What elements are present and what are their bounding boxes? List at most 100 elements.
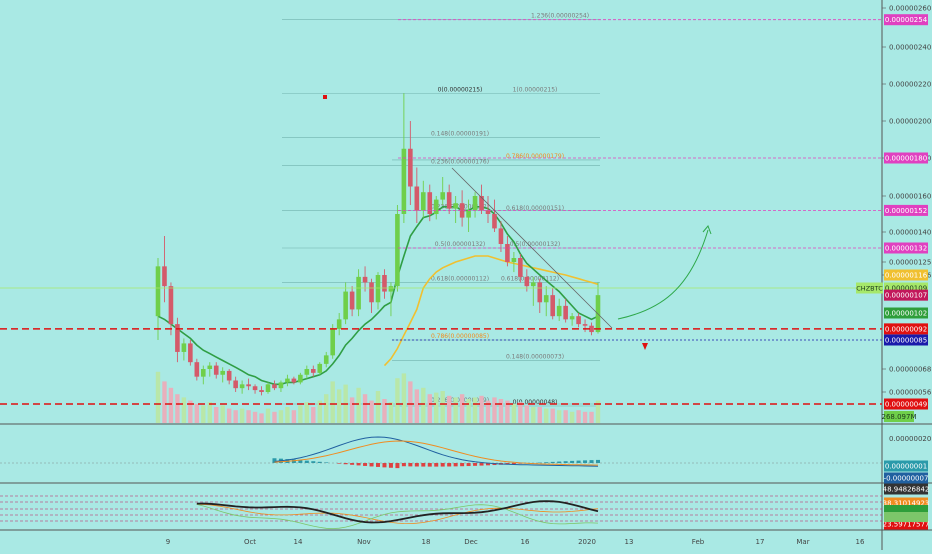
volume-bar xyxy=(589,412,593,423)
candle-body xyxy=(272,384,277,388)
macd-histogram-bar xyxy=(305,461,309,463)
macd-histogram-bar xyxy=(460,463,464,466)
volume-bar xyxy=(434,393,438,423)
volume-bar xyxy=(233,410,237,423)
candle-body xyxy=(376,275,381,302)
macd-histogram-bar xyxy=(564,461,568,463)
macd-histogram-bar xyxy=(311,461,315,463)
price-tick-label: 0.00000220 xyxy=(889,81,931,89)
fib-label: 0.618(0.00000112) xyxy=(431,275,489,282)
volume-bar xyxy=(583,412,587,423)
candle-body xyxy=(363,277,368,283)
volume-bar xyxy=(499,399,503,423)
volume-bar xyxy=(576,410,580,423)
candle-body xyxy=(337,319,342,329)
price-badge-label: 0.00000085 xyxy=(885,337,927,345)
macd-histogram-bar xyxy=(473,463,477,466)
volume-bar xyxy=(441,391,445,423)
volume-bar xyxy=(538,407,542,423)
time-tick-label: 18 xyxy=(422,538,431,546)
price-tick-label: 0.00000125 xyxy=(889,259,931,267)
candle-body xyxy=(259,390,264,392)
candle-body xyxy=(382,275,387,292)
candle-body xyxy=(453,203,458,208)
volume-bar xyxy=(305,402,309,423)
candle-body xyxy=(421,192,426,210)
fib-label: 0.786(0.00000085) xyxy=(431,333,489,340)
candle-body xyxy=(356,277,361,310)
candle-body xyxy=(531,282,536,286)
volume-bar xyxy=(227,409,231,423)
candle-body xyxy=(434,200,439,214)
candle-body xyxy=(279,382,284,388)
macd-histogram-bar xyxy=(577,461,581,463)
volume-bar xyxy=(466,399,470,423)
macd-badge-label: -0.00000007 xyxy=(884,475,929,483)
candle-body xyxy=(311,369,316,373)
candle-body xyxy=(473,196,478,210)
fib-label: 0(0.00000215) xyxy=(438,86,483,93)
candle-body xyxy=(298,375,303,383)
macd-histogram-bar xyxy=(480,463,484,466)
macd-histogram-bar xyxy=(441,463,445,467)
candle-body xyxy=(395,214,400,286)
macd-histogram-bar xyxy=(402,463,406,466)
time-tick-label: Feb xyxy=(692,538,705,546)
candle-body xyxy=(233,381,238,389)
candle-body xyxy=(544,295,549,302)
candle-body xyxy=(214,366,219,375)
macd-histogram-bar xyxy=(454,463,458,466)
macd-histogram-bar xyxy=(557,462,561,463)
price-badge-label: 0.00000254 xyxy=(885,16,928,24)
volume-bar xyxy=(350,397,354,423)
candle-body xyxy=(156,266,161,316)
volume-bar xyxy=(221,405,225,423)
macd-histogram-bar xyxy=(421,463,425,467)
volume-bar xyxy=(169,388,173,423)
candle-body xyxy=(492,214,497,228)
candle-body xyxy=(162,266,167,286)
macd-histogram-bar xyxy=(596,460,600,463)
time-tick-label: Dec xyxy=(464,538,478,546)
candle-body xyxy=(576,316,581,324)
fib-label: 0.5(0.00000132) xyxy=(435,241,486,248)
macd-histogram-bar xyxy=(376,463,380,467)
candle-body xyxy=(220,371,225,375)
macd-histogram-bar xyxy=(382,463,386,467)
volume-bar xyxy=(428,394,432,423)
price-badge-label: 0.00000049 xyxy=(885,401,927,409)
rsi-badge xyxy=(884,512,928,522)
candle-body xyxy=(305,369,310,375)
volume-bar xyxy=(175,394,179,423)
candle-body xyxy=(246,384,251,386)
price-tick-label: 0.00000160 xyxy=(889,193,931,201)
price-badge-label: 0.00000107 xyxy=(885,292,927,300)
macd-histogram-bar xyxy=(363,463,367,466)
volume-bar xyxy=(557,410,561,423)
candle-body xyxy=(557,306,562,316)
volume-bar xyxy=(266,409,270,423)
candle-body xyxy=(563,306,568,319)
time-tick-label: 16 xyxy=(856,538,865,546)
macd-histogram-bar xyxy=(389,463,393,468)
price-tick-label: 0.00000140 xyxy=(889,229,931,237)
price-tick-label: 0.00000260 xyxy=(889,5,931,13)
time-tick-label: 2020 xyxy=(578,538,596,546)
candle-body xyxy=(324,355,329,364)
macd-tick-label: 0.00000020 xyxy=(889,435,931,443)
volume-bar xyxy=(337,389,341,423)
candle-body xyxy=(253,386,258,390)
volume-bar xyxy=(363,394,367,423)
volume-bar xyxy=(324,394,328,423)
volume-bar xyxy=(246,410,250,423)
candle-body xyxy=(285,379,290,383)
time-tick-label: 14 xyxy=(294,538,303,546)
volume-bar xyxy=(544,409,548,423)
volume-bar xyxy=(402,373,406,423)
volume-bar xyxy=(253,412,257,423)
symbol-label: CHZBTC xyxy=(856,285,883,293)
candle-body xyxy=(447,192,452,208)
price-tick-label: 0.00000056 xyxy=(889,389,932,397)
volume-bar xyxy=(518,402,522,423)
